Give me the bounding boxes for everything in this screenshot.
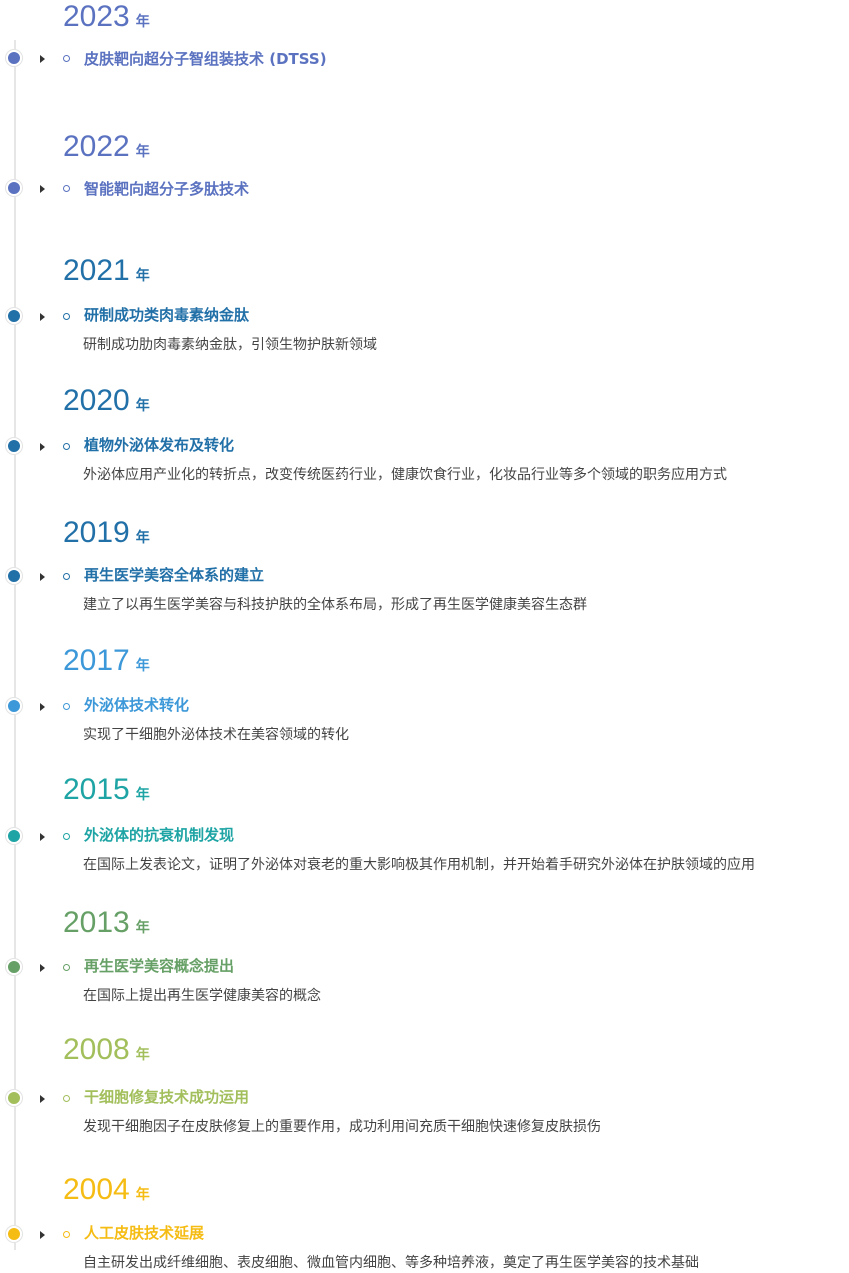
timeline-dot bbox=[6, 50, 22, 66]
caret-right-icon[interactable] bbox=[40, 833, 45, 841]
year-heading: 2019 年 bbox=[63, 518, 150, 548]
caret-right-icon[interactable] bbox=[40, 573, 45, 581]
circle-bullet-icon bbox=[63, 185, 70, 192]
caret-right-icon[interactable] bbox=[40, 703, 45, 711]
caret-right-icon[interactable] bbox=[40, 964, 45, 972]
circle-bullet-icon bbox=[63, 1231, 70, 1238]
year-number: 2019 bbox=[63, 516, 130, 549]
caret-right-icon[interactable] bbox=[40, 1095, 45, 1103]
timeline-dot bbox=[6, 1090, 22, 1106]
year-unit: 年 bbox=[135, 14, 150, 30]
milestone-description: 外泌体应用产业化的转折点，改变传统医药行业，健康饮食行业，化妆品行业等多个领域的… bbox=[83, 467, 727, 483]
milestone-description: 研制成功肋肉毒素纳金肽，引领生物护肤新领域 bbox=[83, 337, 377, 353]
circle-bullet-icon bbox=[63, 1095, 70, 1102]
caret-right-icon[interactable] bbox=[40, 1231, 45, 1239]
year-number: 2013 bbox=[63, 906, 130, 939]
year-heading: 2023 年 bbox=[63, 2, 150, 32]
caret-right-icon[interactable] bbox=[40, 313, 45, 321]
year-number: 2004 bbox=[63, 1173, 130, 1206]
timeline-dot bbox=[6, 959, 22, 975]
milestone-title: 外泌体的抗衰机制发现 bbox=[84, 826, 235, 844]
circle-bullet-icon bbox=[63, 703, 70, 710]
year-number: 2015 bbox=[63, 773, 130, 806]
year-unit: 年 bbox=[135, 920, 150, 936]
milestone-title: 再生医学美容概念提出 bbox=[84, 957, 235, 975]
year-number: 2017 bbox=[63, 644, 130, 677]
year-number: 2008 bbox=[63, 1033, 130, 1066]
circle-bullet-icon bbox=[63, 55, 70, 62]
timeline-dot bbox=[6, 1226, 22, 1242]
timeline-dot bbox=[6, 568, 22, 584]
milestone-description: 实现了干细胞外泌体技术在美容领域的转化 bbox=[83, 727, 349, 743]
timeline-dot bbox=[6, 180, 22, 196]
milestone-description: 在国际上提出再生医学健康美容的概念 bbox=[83, 988, 321, 1004]
year-unit: 年 bbox=[135, 268, 150, 284]
timeline-axis bbox=[14, 40, 16, 1250]
caret-right-icon[interactable] bbox=[40, 185, 45, 193]
year-unit: 年 bbox=[135, 787, 150, 803]
year-heading: 2015 年 bbox=[63, 775, 150, 805]
timeline-dot bbox=[6, 438, 22, 454]
year-heading: 2022 年 bbox=[63, 132, 150, 162]
circle-bullet-icon bbox=[63, 833, 70, 840]
year-unit: 年 bbox=[135, 1187, 150, 1203]
year-number: 2022 bbox=[63, 130, 130, 163]
year-heading: 2020 年 bbox=[63, 386, 150, 416]
circle-bullet-icon bbox=[63, 964, 70, 971]
year-unit: 年 bbox=[135, 1047, 150, 1063]
timeline-dot bbox=[6, 828, 22, 844]
year-unit: 年 bbox=[135, 144, 150, 160]
timeline-dot bbox=[6, 698, 22, 714]
year-heading: 2017 年 bbox=[63, 646, 150, 676]
year-number: 2021 bbox=[63, 254, 130, 287]
year-unit: 年 bbox=[135, 530, 150, 546]
circle-bullet-icon bbox=[63, 313, 70, 320]
milestone-title: 干细胞修复技术成功运用 bbox=[84, 1088, 250, 1106]
milestone-title: 智能靶向超分子多肽技术 bbox=[84, 180, 250, 198]
milestone-title: 再生医学美容全体系的建立 bbox=[84, 566, 265, 584]
milestone-description: 建立了以再生医学美容与科技护肤的全体系布局，形成了再生医学健康美容生态群 bbox=[83, 597, 587, 613]
caret-right-icon[interactable] bbox=[40, 55, 45, 63]
timeline-dot bbox=[6, 308, 22, 324]
year-number: 2020 bbox=[63, 384, 130, 417]
year-unit: 年 bbox=[135, 658, 150, 674]
milestone-title: 植物外泌体发布及转化 bbox=[84, 436, 235, 454]
milestone-title: 研制成功类肉毒素纳金肽 bbox=[84, 306, 250, 324]
year-heading: 2008 年 bbox=[63, 1035, 150, 1065]
year-unit: 年 bbox=[135, 398, 150, 414]
milestone-description: 自主研发出成纤维细胞、表皮细胞、微血管内细胞、等多种培养液，奠定了再生医学美容的… bbox=[83, 1255, 699, 1271]
year-number: 2023 bbox=[63, 0, 130, 33]
circle-bullet-icon bbox=[63, 443, 70, 450]
caret-right-icon[interactable] bbox=[40, 443, 45, 451]
milestone-title: 外泌体技术转化 bbox=[84, 696, 190, 714]
milestone-title: 人工皮肤技术延展 bbox=[84, 1224, 205, 1242]
milestone-description: 发现干细胞因子在皮肤修复上的重要作用，成功利用间充质干细胞快速修复皮肤损伤 bbox=[83, 1119, 601, 1135]
year-heading: 2013 年 bbox=[63, 908, 150, 938]
milestone-description: 在国际上发表论文，证明了外泌体对衰老的重大影响极其作用机制，并开始着手研究外泌体… bbox=[83, 857, 755, 873]
year-heading: 2021 年 bbox=[63, 256, 150, 286]
circle-bullet-icon bbox=[63, 573, 70, 580]
milestone-title: 皮肤靶向超分子智组装技术 (DTSS) bbox=[84, 50, 327, 68]
year-heading: 2004 年 bbox=[63, 1175, 150, 1205]
